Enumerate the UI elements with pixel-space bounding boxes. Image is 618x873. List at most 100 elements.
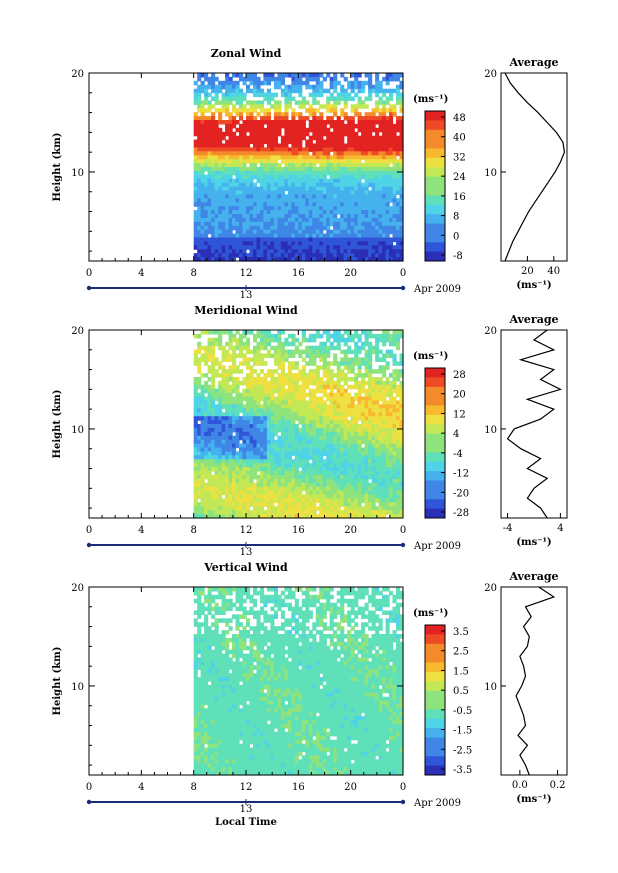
- heatmap-cell: [368, 221, 373, 227]
- heatmap-cell: [270, 435, 275, 441]
- heatmap-cell: [298, 427, 303, 433]
- heatmap-cell: [333, 174, 338, 180]
- heatmap-cell: [218, 139, 223, 145]
- heatmap-cell: [354, 178, 359, 184]
- heatmap-cell: [294, 431, 299, 437]
- heatmap-cell: [200, 190, 205, 195]
- heatmap-cell: [319, 253, 324, 258]
- heatmap-cell: [291, 198, 296, 203]
- heatmap-cell: [242, 104, 247, 109]
- heatmap-cell: [253, 506, 258, 511]
- heatmap-cell: [312, 506, 317, 511]
- heatmap-cell: [204, 135, 209, 141]
- heatmap-cell: [378, 447, 383, 452]
- heatmap-cell: [319, 494, 324, 499]
- heatmap-cell: [326, 377, 331, 382]
- heatmap-cell: [319, 198, 324, 203]
- heatmap-cell: [301, 463, 306, 468]
- heatmap-cell: [280, 427, 285, 433]
- heatmap-cell: [305, 170, 310, 176]
- heatmap-cell: [225, 349, 230, 355]
- heatmap-cell: [284, 170, 289, 176]
- heatmap-cell: [368, 510, 373, 515]
- heatmap-cell: [371, 233, 376, 239]
- heatmap-cell: [242, 217, 247, 223]
- heatmap-cell: [225, 100, 230, 105]
- heatmap-cell: [368, 349, 373, 355]
- heatmap-cell: [197, 490, 202, 496]
- heatmap-cell: [197, 392, 202, 398]
- heatmap-cell: [361, 416, 366, 421]
- heatmap-cell: [315, 123, 320, 129]
- heatmap-cell: [232, 167, 237, 172]
- heatmap-cell: [211, 404, 216, 409]
- heatmap-cell: [197, 257, 202, 262]
- heatmap-cell: [287, 194, 292, 199]
- heatmap-cell: [319, 186, 324, 192]
- heatmap-cell: [200, 427, 205, 433]
- heatmap-cell: [284, 237, 289, 242]
- heatmap-cell: [357, 459, 362, 464]
- heatmap-cell: [197, 225, 202, 231]
- heatmap-cell: [280, 424, 285, 429]
- heatmap-cell: [256, 377, 261, 382]
- heatmap-cell: [340, 217, 345, 223]
- heatmap-cell: [340, 225, 345, 231]
- heatmap-cell: [343, 404, 348, 409]
- heatmap-cell: [277, 388, 282, 394]
- heatmap-cell: [319, 88, 324, 94]
- heatmap-cell: [273, 84, 278, 90]
- heatmap-cell: [249, 174, 254, 180]
- heatmap-cell: [277, 73, 282, 78]
- heatmap-cell: [298, 237, 303, 242]
- heatmap-cell: [253, 120, 258, 125]
- heatmap-cell: [287, 237, 292, 242]
- heatmap-cell: [263, 377, 268, 382]
- heatmap-cell: [284, 392, 289, 398]
- heatmap-cell: [336, 210, 341, 215]
- heatmap-cell: [246, 494, 251, 499]
- heatmap-cell: [266, 186, 271, 192]
- heatmap-cell: [315, 408, 320, 413]
- heatmap-cell: [270, 170, 275, 176]
- heatmap-cell: [326, 420, 331, 425]
- heatmap-cell: [280, 416, 285, 421]
- heatmap-cell: [280, 353, 285, 358]
- heatmap-cell: [214, 416, 219, 421]
- heatmap-cell: [207, 377, 212, 382]
- heatmap-cell: [333, 104, 338, 109]
- heatmap-cell: [284, 408, 289, 413]
- heatmap-cell: [260, 396, 265, 402]
- heatmap-cell: [312, 198, 317, 203]
- heatmap-cell: [204, 463, 209, 468]
- heatmap-cell: [266, 80, 271, 86]
- heatmap-cell: [357, 349, 362, 355]
- heatmap-cell: [232, 384, 237, 390]
- heatmap-cell: [232, 506, 237, 511]
- heatmap-cell: [235, 143, 240, 148]
- heatmap-cell: [392, 202, 397, 207]
- heatmap-cell: [214, 206, 219, 211]
- heatmap-cell: [371, 108, 376, 113]
- heatmap-cell: [354, 167, 359, 172]
- heatmap-cell: [343, 155, 348, 160]
- heatmap-cell: [361, 233, 366, 239]
- heatmap-cell: [287, 467, 292, 472]
- heatmap-cell: [294, 194, 299, 199]
- heatmap-cell: [253, 73, 258, 78]
- heatmap-cell: [249, 416, 254, 421]
- heatmap-cell: [389, 249, 394, 254]
- heatmap-cell: [326, 514, 331, 519]
- heatmap-cell: [329, 478, 334, 484]
- heatmap-cell: [256, 439, 261, 445]
- heatmap-cell: [350, 96, 355, 101]
- heatmap-cell: [277, 233, 282, 239]
- heatmap-cell: [242, 159, 247, 164]
- heatmap-cell: [200, 502, 205, 507]
- heatmap-cell: [214, 155, 219, 160]
- heatmap-cell: [287, 447, 292, 452]
- heatmap-cell: [315, 474, 320, 480]
- heatmap-cell: [280, 435, 285, 441]
- heatmap-cell: [211, 502, 216, 507]
- heatmap-cell: [232, 345, 237, 351]
